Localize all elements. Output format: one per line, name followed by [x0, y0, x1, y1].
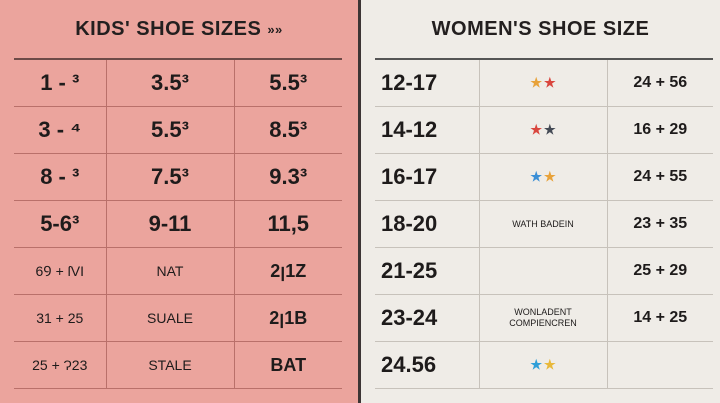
women-row: 14-12 ★ ★ 16 + 29 — [375, 106, 713, 154]
kids-cell: 25 + Ɂ23 — [14, 341, 107, 389]
star-icon: ★ — [530, 357, 542, 372]
kids-cell: 5.5³ — [106, 106, 235, 154]
kids-size-table: 1 - ³ 3.5³ 5.5³ 3 - ⁴ 5.5³ 8.5³ 8 - ³ 7.5³ 9.3³ 5… — [14, 58, 342, 389]
kids-cell: 5-6³ — [14, 200, 107, 248]
kids-cell: 3 - ⁴ — [14, 106, 107, 154]
kids-cell: 2ꞁ1B — [234, 294, 342, 342]
women-range: 21-25 — [375, 247, 480, 295]
star-icon: ★ — [530, 75, 542, 90]
star-icon: ★ — [544, 169, 556, 184]
kids-panel: KIDS' SHOE SIZES»» 1 - ³ 3.5³ 5.5³ 3 - ⁴ 5.5… — [0, 0, 358, 403]
kids-cell: 8 - ³ — [14, 153, 107, 201]
women-rating — [479, 247, 608, 295]
kids-cell: 11,5 — [234, 200, 342, 248]
double-chevron-icon: »» — [267, 22, 283, 38]
kids-cell: 9-11 — [106, 200, 235, 248]
women-row: 18-20 WATH BADEIN 23 + 35 — [375, 200, 713, 248]
women-size — [607, 341, 713, 389]
star-icon: ★ — [544, 75, 556, 90]
kids-title-text: KIDS' SHOE SIZES — [75, 18, 262, 40]
kids-row: 25 + Ɂ23 STALE BAT — [14, 341, 342, 389]
women-size: 16 + 29 — [607, 106, 713, 154]
kids-row: 1 - ³ 3.5³ 5.5³ — [14, 59, 342, 107]
women-rating: ★ ★ — [479, 341, 608, 389]
kids-cell: 7.5³ — [106, 153, 235, 201]
women-size: 24 + 55 — [607, 153, 713, 201]
women-row: 21-25 25 + 29 — [375, 247, 713, 295]
women-size: 24 + 56 — [607, 59, 713, 107]
women-rating: ★ ★ — [479, 106, 608, 154]
kids-cell: 1 - ³ — [14, 59, 107, 107]
women-note: WONLADENT COMPIENCREN — [479, 294, 608, 342]
kids-row: 5-6³ 9-11 11,5 — [14, 200, 342, 248]
women-title: WOMEN'S SHOE SIZE — [431, 18, 650, 40]
women-rating: ★ ★ — [479, 59, 608, 107]
women-size-table: 12-17 ★ ★ 24 + 56 14-12 ★ ★ 16 + 29 16-17 ★ ★ 24 + … — [375, 58, 713, 389]
women-row: 23-24 WONLADENT COMPIENCREN 14 + 25 — [375, 294, 713, 342]
kids-cell: BAT — [234, 341, 342, 389]
kids-row: 6Ꝯ + ſVI NAT 2ꞁ1Z — [14, 247, 342, 295]
kids-cell: NAT — [106, 247, 235, 295]
panel-divider — [358, 0, 361, 403]
kids-cell: 9.3³ — [234, 153, 342, 201]
women-note: WATH BADEIN — [479, 200, 608, 248]
women-size: 25 + 29 — [607, 247, 713, 295]
women-range: 24.56 — [375, 341, 480, 389]
kids-row: 8 - ³ 7.5³ 9.3³ — [14, 153, 342, 201]
kids-cell: 31 + 25 — [14, 294, 107, 342]
kids-cell: STALE — [106, 341, 235, 389]
women-range: 18-20 — [375, 200, 480, 248]
kids-cell: 5.5³ — [234, 59, 342, 107]
star-icon: ★ — [530, 122, 542, 137]
star-icon: ★ — [544, 122, 556, 137]
kids-cell: SUALE — [106, 294, 235, 342]
women-row: 24.56 ★ ★ — [375, 341, 713, 389]
star-icon: ★ — [530, 169, 542, 184]
women-row: 16-17 ★ ★ 24 + 55 — [375, 153, 713, 201]
kids-row: 3 - ⁴ 5.5³ 8.5³ — [14, 106, 342, 154]
kids-row: 31 + 25 SUALE 2ꞁ1B — [14, 294, 342, 342]
women-range: 14-12 — [375, 106, 480, 154]
kids-title: KIDS' SHOE SIZES »» — [0, 18, 358, 41]
kids-cell: 8.5³ — [234, 106, 342, 154]
women-size: 23 + 35 — [607, 200, 713, 248]
kids-cell: 2ꞁ1Z — [234, 247, 342, 295]
women-size: 14 + 25 — [607, 294, 713, 342]
kids-cell: 3.5³ — [106, 59, 235, 107]
women-range: 23-24 — [375, 294, 480, 342]
women-row: 12-17 ★ ★ 24 + 56 — [375, 59, 713, 107]
star-icon: ★ — [544, 357, 556, 372]
women-panel: WOMEN'S SHOE SIZE 12-17 ★ ★ 24 + 56 14-12 ★ ★ 1… — [361, 0, 720, 403]
women-range: 12-17 — [375, 59, 480, 107]
kids-cell: 6Ꝯ + ſVI — [14, 247, 107, 295]
women-range: 16-17 — [375, 153, 480, 201]
women-rating: ★ ★ — [479, 153, 608, 201]
